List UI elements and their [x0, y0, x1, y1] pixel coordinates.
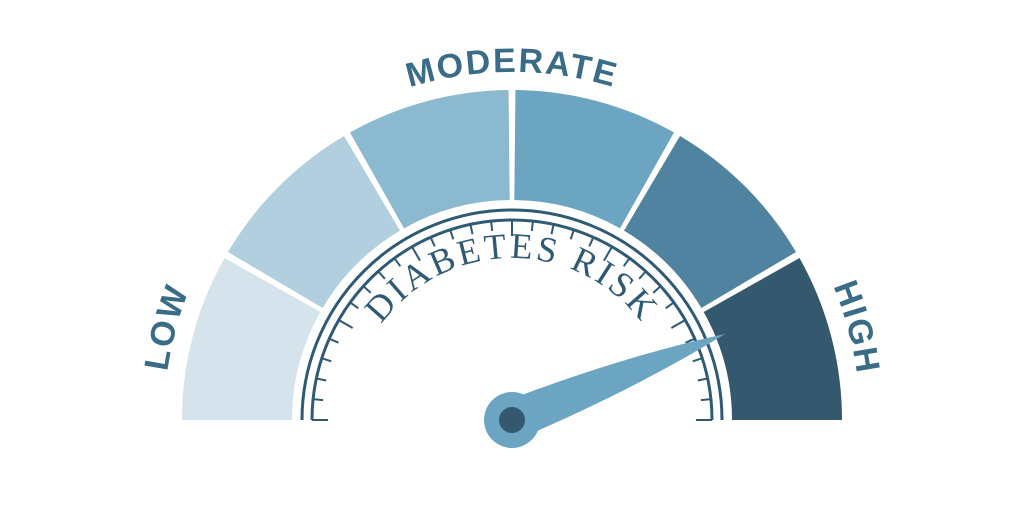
tick: [339, 320, 353, 328]
tick: [450, 230, 453, 240]
tick: [350, 302, 358, 308]
tick: [329, 339, 338, 343]
gauge-hub-inner: [499, 407, 525, 433]
tick: [698, 378, 708, 380]
tick: [316, 378, 326, 380]
tick: [322, 358, 332, 361]
gauge-label-moderate: MODERATE: [402, 42, 623, 95]
tick: [671, 320, 685, 328]
tick: [701, 399, 711, 400]
risk-gauge: DIABETES RISKLOWMODERATEHIGH: [0, 0, 1024, 512]
tick: [313, 399, 323, 400]
tick: [666, 302, 674, 308]
tick: [693, 358, 703, 361]
